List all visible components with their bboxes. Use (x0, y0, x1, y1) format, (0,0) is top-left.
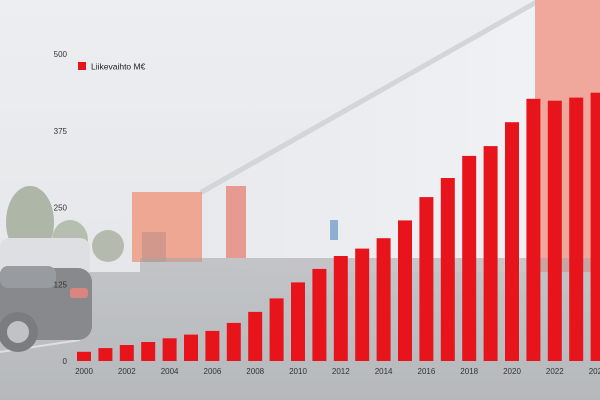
bar-2014 (376, 238, 391, 361)
bar-2000 (77, 351, 91, 361)
y-tick-label: 125 (54, 280, 68, 289)
x-tick-label: 2000 (75, 367, 93, 376)
bar-2019 (483, 146, 498, 361)
x-tick-label: 2020 (503, 367, 521, 376)
y-tick-label: 0 (63, 357, 68, 366)
x-tick-label: 2004 (161, 367, 179, 376)
x-tick-label: 2016 (418, 367, 436, 376)
bar-2012 (333, 256, 348, 361)
bar-2008 (248, 311, 263, 361)
x-tick-label: 2008 (246, 367, 264, 376)
bar-2021 (526, 98, 541, 362)
store-building-wall (200, 0, 600, 330)
parked-car (0, 238, 92, 352)
x-tick-label: 2010 (289, 367, 307, 376)
bar-2005 (184, 334, 198, 361)
legend-swatch (78, 62, 86, 70)
x-tick-label: 2018 (460, 367, 478, 376)
x-axis-ticks: 2000 2002 2004 2006 2008 2010 2012 2014 2016 2018… (75, 367, 600, 376)
bar-2011 (312, 268, 327, 361)
bar-2004 (162, 338, 177, 361)
bar-2016 (419, 197, 434, 361)
bar-2007 (226, 322, 241, 361)
y-axis-ticks: 0 125 250 375 500 (54, 50, 68, 366)
bar-2022 (547, 100, 562, 361)
bar-2018 (462, 155, 477, 361)
legend: Liikevaihto M€ (78, 62, 146, 72)
y-tick-label: 375 (54, 127, 68, 136)
bar-2015 (398, 220, 412, 361)
bar-2020 (505, 122, 519, 361)
bar-2001 (98, 348, 113, 361)
y-tick-label: 250 (54, 204, 68, 213)
x-tick-label: 2002 (118, 367, 136, 376)
bar-2024 (590, 92, 600, 361)
bar-2009 (269, 298, 284, 361)
bar-2002 (119, 345, 134, 361)
legend-label: Liikevaihto M€ (91, 62, 146, 72)
x-tick-label: 2024 (589, 367, 600, 376)
x-tick-label: 2014 (375, 367, 393, 376)
bar-2003 (141, 342, 156, 361)
bar-2013 (355, 248, 370, 361)
bar-2006 (205, 330, 220, 361)
bar-2023 (569, 97, 584, 361)
y-tick-label: 500 (54, 50, 68, 59)
bar-2010 (291, 282, 305, 361)
bar-2017 (440, 178, 455, 361)
x-tick-label: 2006 (204, 367, 222, 376)
bars (77, 92, 600, 362)
x-tick-label: 2012 (332, 367, 350, 376)
x-tick-label: 2022 (546, 367, 564, 376)
